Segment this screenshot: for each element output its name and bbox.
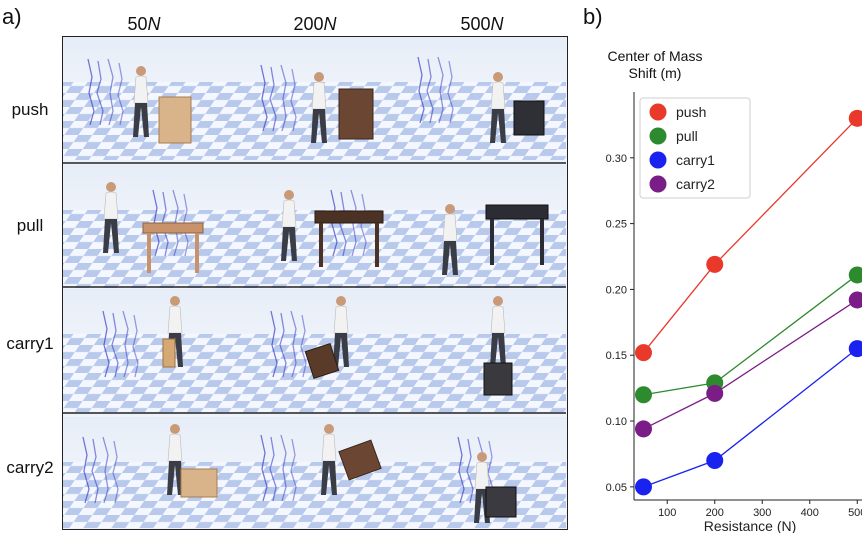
series-line-carry2 [643,299,858,430]
column-header-200n: 200N [293,14,337,34]
cell-carry2-500n [398,417,566,528]
row-label-pull: pull [16,216,44,235]
cell-pull-200n [231,165,399,288]
row-label-carry1: carry1 [6,334,54,353]
x-tick-label: 200 [706,507,724,519]
panel-a-label: a) [2,4,22,29]
legend-marker-push [649,103,667,121]
x-axis-label: Resistance (N) [704,518,797,533]
column-header-500n: 500N [460,14,504,34]
y-tick-label: 0.25 [606,219,627,231]
data-point-carry2 [706,384,724,402]
row-label-carry2: carry2 [6,458,54,477]
cell-carry2-50n [63,417,231,528]
x-tick-label: 400 [801,507,819,519]
data-point-pull [848,266,862,284]
legend-label-carry2: carry2 [676,176,715,192]
data-point-push [706,255,724,273]
y-tick-label: 0.20 [606,284,627,296]
cell-push-200n [231,37,399,160]
cell-push-50n [63,37,231,160]
legend-box [639,97,751,199]
data-point-push [848,109,862,127]
legend-marker-carry2 [649,175,667,193]
cell-carry1-200n [231,289,399,412]
chart-svg: 0.05 0.10 0.15 0.20 0.25 0.30 100 200 300 400 500 R… [606,92,862,533]
legend-label-pull: pull [676,128,698,144]
cell-carry2-200n [231,417,399,528]
y-tick-label: 0.15 [606,350,627,362]
x-tick-label: 300 [753,507,771,519]
data-point-carry2 [848,291,862,309]
cell-pull-50n [63,165,231,288]
chart-title-line2: Shift (m) [628,65,682,81]
legend-marker-carry1 [649,151,667,169]
y-tick-label: 0.30 [606,153,627,165]
y-tick-label: 0.05 [606,482,627,494]
legend-label-carry1: carry1 [676,152,715,168]
series-line-pull [643,274,858,396]
cell-carry1-50n [63,289,231,412]
x-tick-label: 100 [658,507,676,519]
data-point-carry1 [848,340,862,358]
row-label-push: push [11,100,49,119]
data-point-carry1 [706,452,724,470]
data-point-push [635,344,652,362]
data-point-carry1 [635,478,652,496]
y-tick-label: 0.10 [606,416,627,428]
cell-pull-500n [398,165,566,288]
cell-push-500n [398,37,566,160]
legend-label-push: push [676,104,706,120]
x-tick-label: 500 [848,507,862,519]
cell-carry1-500n [398,289,566,412]
panel-b-label: b) [583,4,603,29]
column-header-50n: 50N [127,14,161,34]
chart-title-line1: Center of Mass [607,48,703,64]
simulation-renders [63,37,566,528]
legend-marker-pull [649,127,667,145]
com-shift-chart: Center of Mass Shift (m) 0.05 0.10 0.15 0.2… [590,0,862,533]
simulation-image-grid [62,36,568,530]
data-point-carry2 [635,420,652,438]
data-point-pull [635,386,652,404]
